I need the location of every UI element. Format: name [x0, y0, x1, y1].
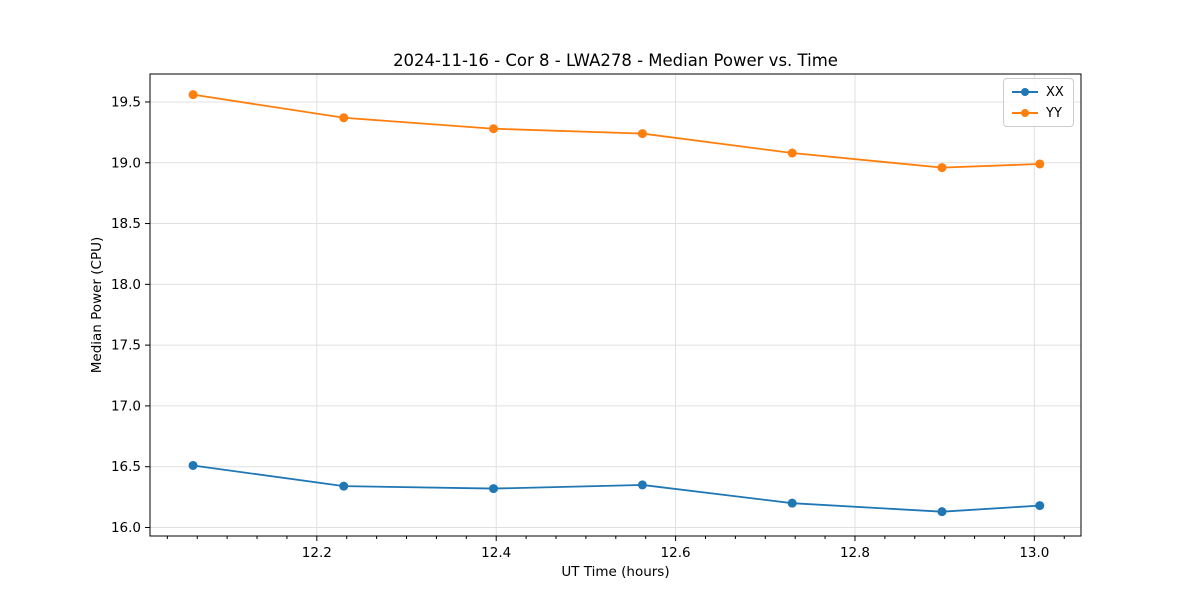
- y-tick-label: 19.5: [111, 94, 141, 110]
- series-YY-markers: [188, 90, 1045, 173]
- x-tick-label: 12.6: [661, 545, 691, 561]
- y-tick-label: 18.5: [111, 216, 141, 232]
- data-point-marker: [489, 124, 499, 134]
- x-tick-label: 13.0: [1019, 545, 1049, 561]
- x-tick-label: 12.4: [481, 545, 511, 561]
- data-point-marker: [339, 481, 349, 491]
- data-point-marker: [489, 484, 499, 494]
- series-XX-line: [192, 464, 1041, 513]
- gridlines: [150, 74, 1081, 536]
- data-point-marker: [1035, 501, 1045, 511]
- data-point-marker: [1035, 159, 1045, 169]
- data-point-marker: [937, 163, 947, 173]
- legend-label: XX: [1046, 84, 1064, 100]
- data-point-marker: [637, 480, 647, 490]
- data-point-marker: [787, 498, 797, 508]
- legend-line-marker-icon: [1012, 108, 1038, 118]
- x-tick-label: 12.2: [302, 545, 332, 561]
- x-tick-label: 12.8: [840, 545, 870, 561]
- legend-entry-yy: YY: [1012, 104, 1065, 122]
- y-tick-label: 17.0: [111, 398, 141, 414]
- legend-label: YY: [1046, 105, 1062, 121]
- data-point-marker: [339, 113, 349, 123]
- axis-ticks: [145, 101, 1065, 541]
- y-tick-label: 18.0: [111, 277, 141, 293]
- y-tick-label: 17.5: [111, 338, 141, 354]
- chart-title: 2024-11-16 - Cor 8 - LWA278 - Median Pow…: [393, 51, 838, 70]
- y-tick-label: 19.0: [111, 155, 141, 171]
- y-tick-label: 16.5: [111, 459, 141, 475]
- data-point-marker: [188, 460, 198, 470]
- y-tick-label: 16.0: [111, 520, 141, 536]
- x-axis-label: UT Time (hours): [561, 564, 670, 580]
- legend-line-marker-icon: [1012, 87, 1038, 97]
- legend-entry-xx: XX: [1012, 83, 1065, 101]
- data-point-marker: [188, 90, 198, 100]
- data-point-marker: [637, 129, 647, 139]
- series-YY-line: [192, 93, 1041, 169]
- data-point-marker: [937, 507, 947, 517]
- y-axis-label: Median Power (CPU): [89, 236, 105, 374]
- legend: XX YY: [1003, 78, 1074, 127]
- series-XX-markers: [188, 460, 1045, 517]
- tick-labels: 12.2 12.4 12.6 12.8 13.0 16.0 16.5 17.0 17.5 18.0…: [111, 94, 1049, 561]
- data-point-marker: [787, 148, 797, 158]
